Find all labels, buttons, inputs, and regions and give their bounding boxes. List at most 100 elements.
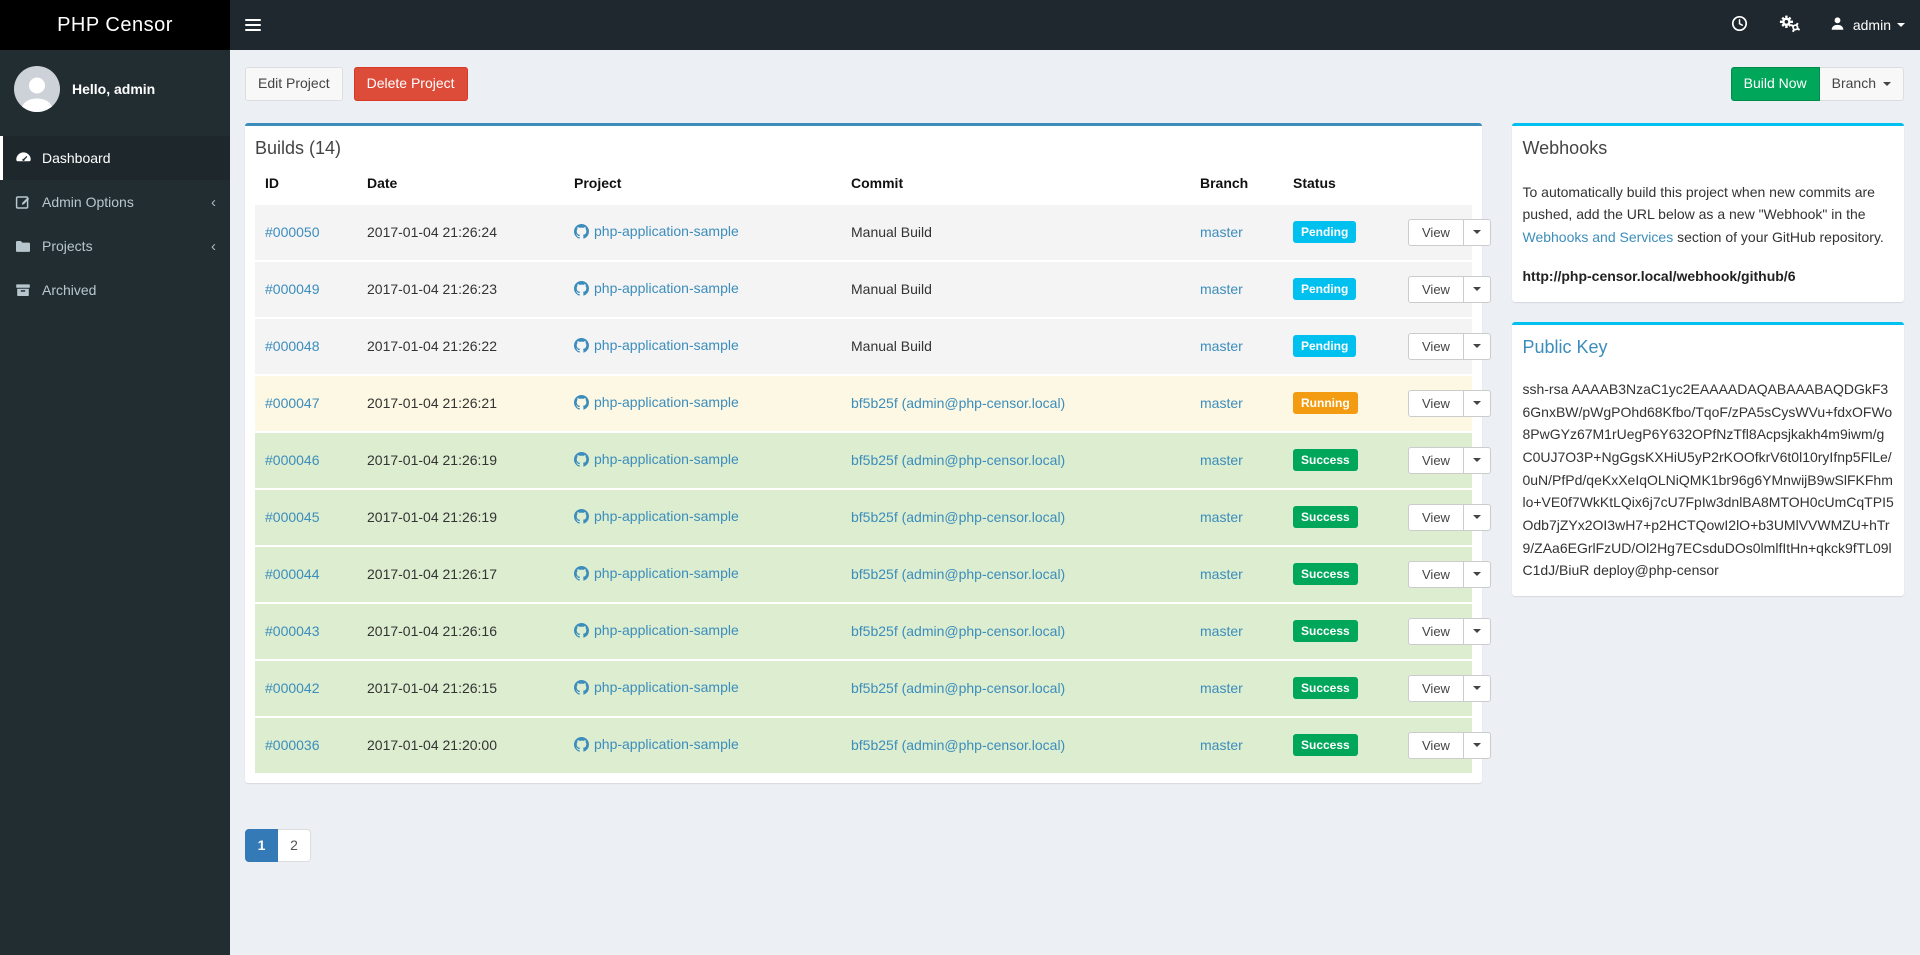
user-panel: Hello, admin (0, 50, 230, 130)
project-link[interactable]: php-application-sample (574, 622, 739, 638)
build-now-button[interactable]: Build Now (1730, 67, 1820, 101)
build-branch-link[interactable]: master (1200, 395, 1243, 412)
delete-project-button[interactable]: Delete Project (353, 67, 468, 101)
user-menu-button[interactable]: admin (1815, 0, 1920, 50)
view-button[interactable]: View (1408, 389, 1464, 417)
project-link[interactable]: php-application-sample (574, 280, 739, 296)
view-button[interactable]: View (1408, 731, 1464, 759)
view-button[interactable]: View (1408, 560, 1464, 588)
github-icon (574, 622, 589, 641)
view-button-group: View (1408, 560, 1491, 588)
build-commit[interactable]: bf5b25f (admin@php-censor.local) (851, 623, 1066, 640)
github-icon (574, 451, 589, 470)
view-button[interactable]: View (1408, 218, 1464, 246)
project-link[interactable]: php-application-sample (574, 508, 739, 524)
project-link[interactable]: php-application-sample (574, 337, 739, 353)
project-link[interactable]: php-application-sample (574, 394, 739, 410)
build-date: 2017-01-04 21:26:24 (367, 224, 497, 241)
project-link[interactable]: php-application-sample (574, 679, 739, 695)
build-id-link[interactable]: #000050 (265, 224, 320, 241)
column-header-commit: Commit (851, 174, 904, 191)
build-queue-button[interactable] (1716, 0, 1763, 50)
build-id-link[interactable]: #000043 (265, 623, 320, 640)
view-dropdown-button[interactable] (1462, 617, 1491, 645)
view-dropdown-button[interactable] (1462, 731, 1491, 759)
build-commit[interactable]: bf5b25f (admin@php-censor.local) (851, 395, 1066, 412)
view-button[interactable]: View (1408, 617, 1464, 645)
brand-logo[interactable]: PHP Censor (0, 0, 230, 50)
view-dropdown-button[interactable] (1462, 389, 1491, 417)
build-id-link[interactable]: #000048 (265, 338, 320, 355)
edit-project-button[interactable]: Edit Project (245, 67, 343, 101)
build-id-link[interactable]: #000042 (265, 680, 320, 697)
build-branch-link[interactable]: master (1200, 509, 1243, 526)
build-commit: Manual Build (851, 338, 932, 355)
project-link[interactable]: php-application-sample (574, 223, 739, 239)
build-branch-link[interactable]: master (1200, 680, 1243, 697)
view-dropdown-button[interactable] (1462, 674, 1491, 702)
build-branch-link[interactable]: master (1200, 338, 1243, 355)
github-icon (574, 337, 589, 356)
branch-dropdown-button[interactable]: Branch (1819, 67, 1904, 101)
build-branch-link[interactable]: master (1200, 224, 1243, 241)
table-row: #000050 2017-01-04 21:26:24 php-applicat… (255, 202, 1491, 261)
view-dropdown-button[interactable] (1462, 332, 1491, 360)
build-commit[interactable]: bf5b25f (admin@php-censor.local) (851, 737, 1066, 754)
column-header-date: Date (367, 174, 398, 191)
view-button[interactable]: View (1408, 674, 1464, 702)
build-date: 2017-01-04 21:26:19 (367, 509, 497, 526)
pagination-page-2[interactable]: 2 (278, 828, 311, 862)
project-link[interactable]: php-application-sample (574, 451, 739, 467)
view-dropdown-button[interactable] (1462, 275, 1491, 303)
build-id-link[interactable]: #000046 (265, 452, 320, 469)
sidebar-item-label: Dashboard (42, 150, 111, 166)
builds-table-header: ID Date Project Commit Branch Status (255, 165, 1472, 204)
build-commit[interactable]: bf5b25f (admin@php-censor.local) (851, 452, 1066, 469)
build-branch-link[interactable]: master (1200, 623, 1243, 640)
sidebar-item-admin-options[interactable]: Admin Options ‹ (0, 180, 230, 224)
clock-icon (1731, 15, 1748, 35)
view-button-group: View (1408, 218, 1491, 246)
view-dropdown-button[interactable] (1462, 446, 1491, 474)
sidebar-item-archived[interactable]: Archived (0, 268, 230, 312)
view-button[interactable]: View (1408, 446, 1464, 474)
build-id-link[interactable]: #000044 (265, 566, 320, 583)
menu-icon (245, 16, 261, 34)
view-button[interactable]: View (1408, 332, 1464, 360)
builds-panel-title: Builds (14) (255, 137, 342, 158)
pagination-page-1[interactable]: 1 (245, 828, 278, 862)
build-date: 2017-01-04 21:26:15 (367, 680, 497, 697)
build-id-link[interactable]: #000047 (265, 395, 320, 412)
chevron-down-icon (1472, 743, 1481, 748)
settings-button[interactable] (1763, 0, 1815, 50)
project-link[interactable]: php-application-sample (574, 736, 739, 752)
webhooks-panel: Webhooks To automatically build this pro… (1512, 122, 1904, 303)
build-branch-link[interactable]: master (1200, 566, 1243, 583)
content-area: php-application-sample Edit Project Dele… (230, 0, 1920, 862)
build-id-link[interactable]: #000045 (265, 509, 320, 526)
project-link-label: php-application-sample (594, 450, 739, 467)
sidebar-toggle-button[interactable] (230, 0, 276, 50)
view-button[interactable]: View (1408, 275, 1464, 303)
status-badge: Success (1293, 677, 1358, 700)
build-branch-link[interactable]: master (1200, 737, 1243, 754)
build-date: 2017-01-04 21:26:19 (367, 452, 497, 469)
build-commit[interactable]: bf5b25f (admin@php-censor.local) (851, 566, 1066, 583)
build-branch-link[interactable]: master (1200, 452, 1243, 469)
build-id-link[interactable]: #000049 (265, 281, 320, 298)
build-branch-link[interactable]: master (1200, 281, 1243, 298)
column-header-branch: Branch (1200, 174, 1249, 191)
view-button[interactable]: View (1408, 503, 1464, 531)
sidebar-item-projects[interactable]: Projects ‹ (0, 224, 230, 268)
build-date: 2017-01-04 21:26:17 (367, 566, 497, 583)
sidebar-item-dashboard[interactable]: Dashboard (0, 136, 230, 180)
view-dropdown-button[interactable] (1462, 218, 1491, 246)
build-commit[interactable]: bf5b25f (admin@php-censor.local) (851, 680, 1066, 697)
webhooks-and-services-link[interactable]: Webhooks and Services (1522, 228, 1674, 245)
view-dropdown-button[interactable] (1462, 503, 1491, 531)
project-link[interactable]: php-application-sample (574, 565, 739, 581)
public-key-panel-title[interactable]: Public Key (1522, 337, 1608, 358)
build-id-link[interactable]: #000036 (265, 737, 320, 754)
build-commit[interactable]: bf5b25f (admin@php-censor.local) (851, 509, 1066, 526)
view-dropdown-button[interactable] (1462, 560, 1491, 588)
